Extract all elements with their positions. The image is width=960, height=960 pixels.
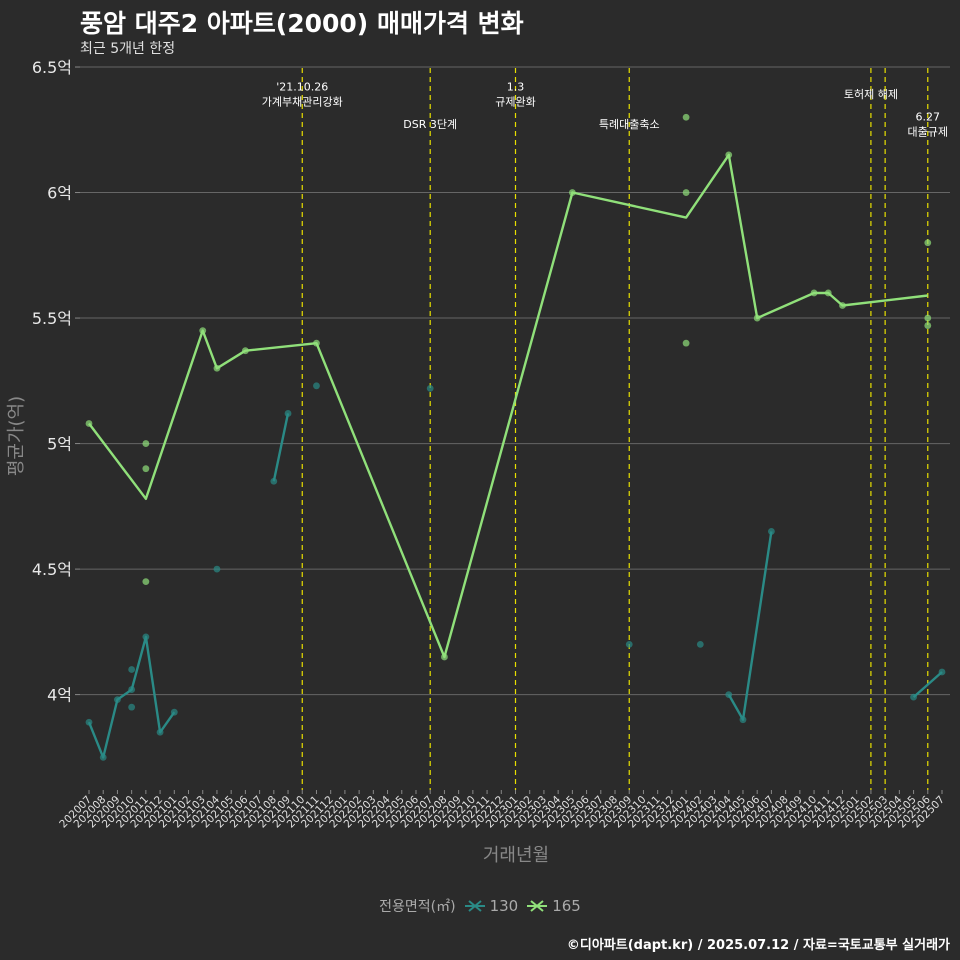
data-point-165 xyxy=(142,465,150,473)
chart-title: 풍암 대주2 아파트(2000) 매매가격 변화 xyxy=(80,9,524,38)
data-point-130 xyxy=(725,691,733,699)
x-axis-title: 거래년월 xyxy=(483,845,549,866)
data-point-165 xyxy=(142,578,150,586)
y-tick-label: 6.5억 xyxy=(32,58,72,77)
y-axis-title: 평균가(억) xyxy=(6,396,27,476)
legend: 전용면적(㎡) 130 165 xyxy=(0,896,960,916)
series-line-130 xyxy=(87,635,176,759)
annotation-label: 특례대출축소 xyxy=(599,118,660,131)
y-axis-ticks: 4억 4.5억 5억 5.5억 6억 6.5억 xyxy=(32,58,80,705)
legend-label-165: 165 xyxy=(552,897,581,915)
data-point-130 xyxy=(142,633,150,641)
data-point-165 xyxy=(810,289,818,297)
data-point-130 xyxy=(156,728,164,736)
data-point-130 xyxy=(85,718,93,726)
data-point-165 xyxy=(241,347,249,355)
data-point-165 xyxy=(682,113,690,121)
annotation-label: 대출규제 xyxy=(908,126,948,139)
annotation-label: '21.10.26 xyxy=(276,81,328,94)
data-point-165 xyxy=(824,289,832,297)
data-point-165 xyxy=(213,364,221,372)
data-point-165 xyxy=(725,151,733,159)
data-point-130 xyxy=(696,641,704,648)
data-point-165 xyxy=(199,327,207,335)
annotation-label: 가계부채관리강화 xyxy=(262,96,343,109)
legend-item-130: 130 xyxy=(464,897,519,915)
legend-key-165 xyxy=(527,900,548,912)
data-point-130 xyxy=(938,668,946,676)
legend-key-130-mark-b xyxy=(467,900,482,912)
y-tick-label: 4.5억 xyxy=(32,560,72,579)
series-line-165 xyxy=(88,153,928,659)
annotation-label: 토허제 해제 xyxy=(844,87,898,101)
legend-item-165: 165 xyxy=(526,897,581,915)
legend-key-165-mark-b xyxy=(530,900,544,912)
data-point-165 xyxy=(568,189,576,196)
annotation-label: 6.27 xyxy=(916,111,941,124)
legend-key-130 xyxy=(464,900,485,912)
policy-event-lines xyxy=(301,68,929,790)
source-caption: ©디아파트(dapt.kr) / 2025.07.12 / 자료=국토교통부 실… xyxy=(566,938,950,953)
data-point-165 xyxy=(682,189,690,196)
annotation-label: DSR 3단계 xyxy=(403,118,457,131)
series-line-130 xyxy=(272,413,290,482)
data-point-130 xyxy=(768,528,775,535)
data-point-165 xyxy=(441,653,448,661)
legend-label-130: 130 xyxy=(489,897,519,915)
data-point-165 xyxy=(924,239,932,247)
data-point-165 xyxy=(753,314,761,322)
data-point-130 xyxy=(426,384,434,392)
y-tick-label: 5.5억 xyxy=(32,309,72,328)
data-point-130 xyxy=(313,382,320,390)
data-point-165 xyxy=(682,339,690,347)
series-line-130 xyxy=(912,671,943,698)
data-point-130 xyxy=(128,703,136,711)
y-tick-label: 5억 xyxy=(47,435,72,454)
series-line-130 xyxy=(727,531,773,721)
data-point-130 xyxy=(99,753,107,761)
data-point-165 xyxy=(85,420,93,427)
grid-lines xyxy=(80,66,950,696)
annotation-label: 1.3 xyxy=(507,81,525,94)
y-tick-label: 6억 xyxy=(47,184,72,203)
data-point-165 xyxy=(142,440,150,447)
data-point-130 xyxy=(170,708,178,716)
data-point-130 xyxy=(625,641,633,648)
data-point-130 xyxy=(128,686,136,693)
annotation-label: 규제완화 xyxy=(495,96,535,109)
y-tick-label: 4억 xyxy=(47,686,72,705)
data-point-165 xyxy=(839,302,846,309)
data-point-130 xyxy=(114,696,121,704)
data-points xyxy=(85,113,946,761)
data-point-130 xyxy=(213,565,221,573)
data-point-165 xyxy=(313,339,320,347)
x-axis-ticks: 2020072020082020092020102020112020122021… xyxy=(57,790,947,830)
data-point-165 xyxy=(924,322,932,329)
data-point-165 xyxy=(924,314,932,322)
data-point-130 xyxy=(739,716,747,724)
data-point-130 xyxy=(270,477,278,485)
data-point-130 xyxy=(284,410,292,417)
legend-title: 전용면적(㎡) xyxy=(379,899,456,915)
data-point-130 xyxy=(128,666,136,673)
chart-subtitle: 최근 5개년 한정 xyxy=(80,41,176,57)
data-point-130 xyxy=(910,693,917,701)
